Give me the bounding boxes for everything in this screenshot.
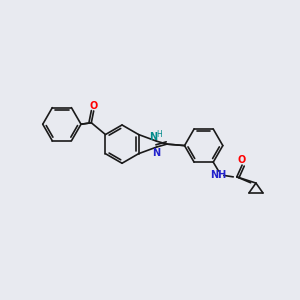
Text: O: O [90,101,98,111]
Text: N: N [149,132,157,142]
Text: N: N [152,148,160,158]
Text: NH: NH [210,170,227,180]
Text: H: H [157,130,162,139]
Text: O: O [238,155,246,165]
